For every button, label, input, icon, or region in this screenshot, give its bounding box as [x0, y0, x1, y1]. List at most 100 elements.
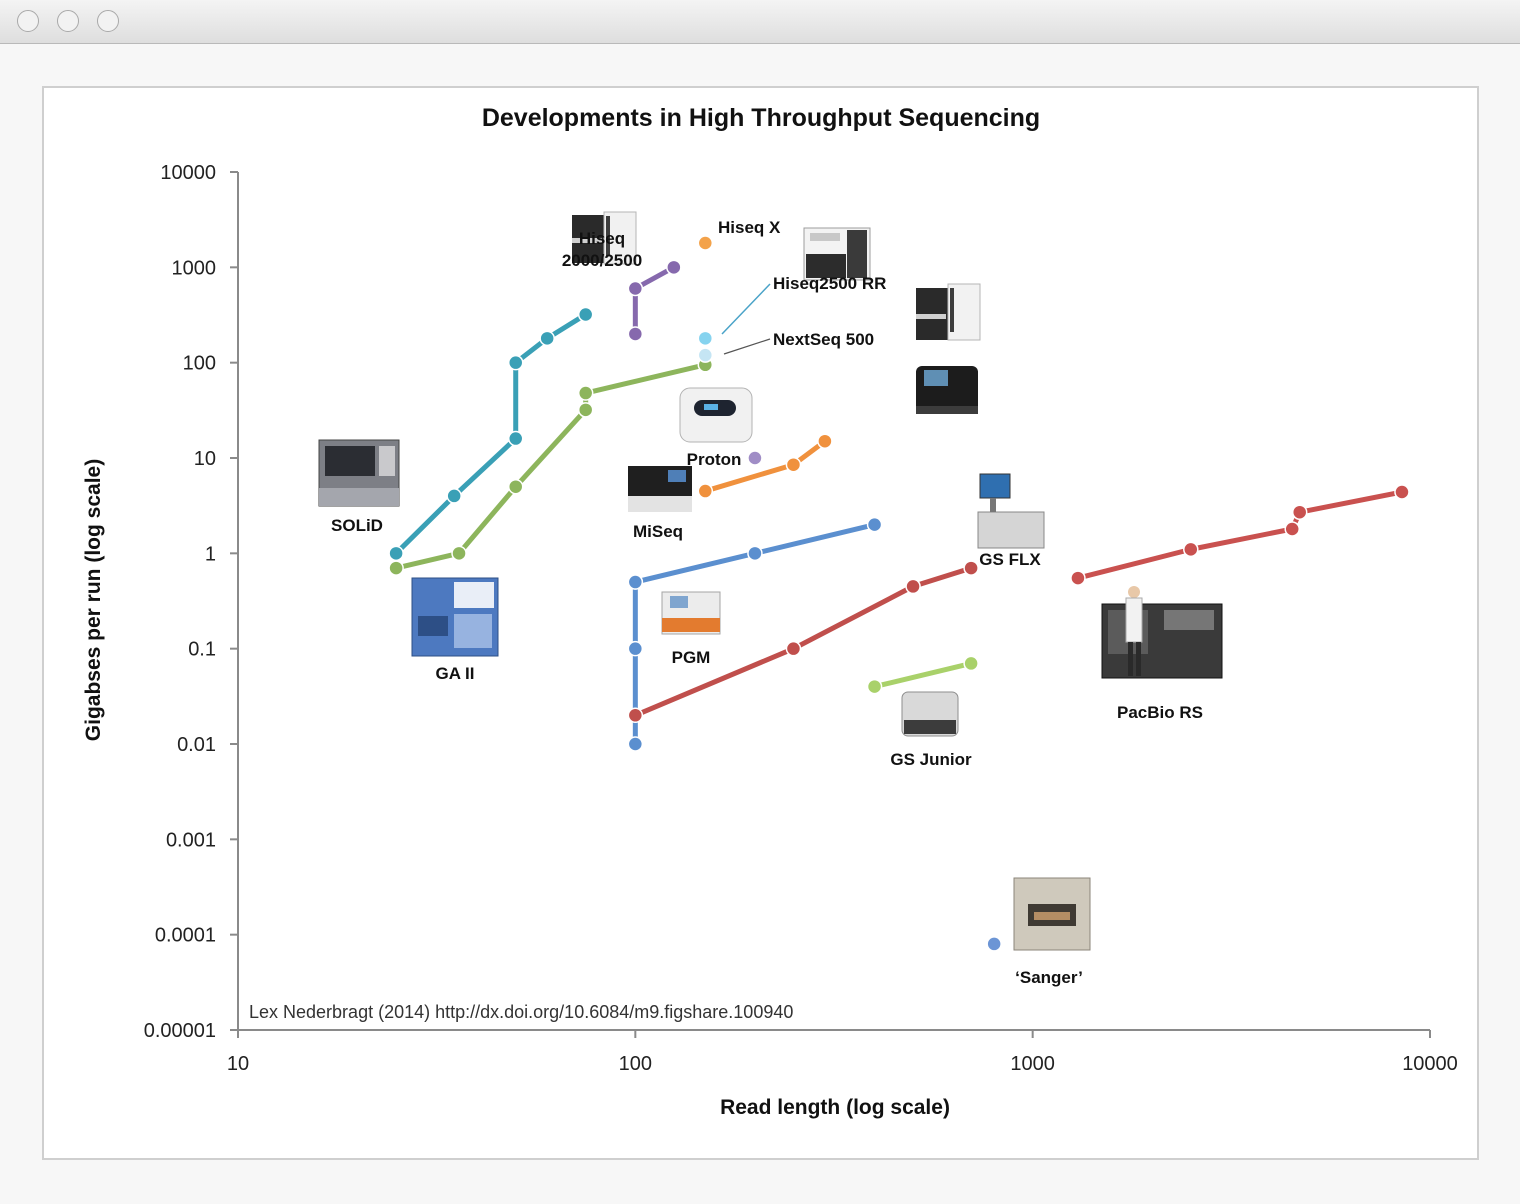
- data-point-ga-ii: [507, 478, 524, 495]
- label-miseq: MiSeq: [633, 522, 683, 541]
- ga2-machine-icon: [411, 577, 499, 657]
- label-hiseq-line1: Hiseq: [579, 229, 625, 248]
- data-point-hiseq2500-rr: [697, 330, 714, 347]
- series-ga-ii: [388, 357, 714, 576]
- series-line-pacbio-rs: [1077, 489, 1403, 581]
- close-window-button[interactable]: [17, 10, 39, 32]
- data-point-ga-ii: [451, 545, 467, 562]
- y-tick-label: 1: [205, 543, 216, 565]
- proton-machine-icon: [679, 387, 753, 443]
- y-tick-label: 100: [183, 353, 216, 375]
- data-point-ga-ii: [388, 560, 404, 576]
- label-hiseqx: Hiseq X: [718, 218, 781, 237]
- label-gsflx: GS FLX: [979, 550, 1041, 569]
- credit-text: Lex Nederbragt (2014) http://dx.doi.org/…: [249, 1002, 793, 1022]
- x-tick-label: 100: [619, 1053, 652, 1075]
- label-proton: Proton: [687, 450, 742, 469]
- y-tick-label: 10000: [160, 162, 216, 184]
- label-sanger: ‘Sanger’: [1015, 968, 1083, 987]
- data-point-solid: [539, 330, 555, 347]
- data-point-nextseq-500: [697, 347, 714, 363]
- x-tick-label: 10000: [1402, 1053, 1458, 1075]
- series-line-hiseq-2000-2500: [632, 265, 676, 334]
- content-area: Developments in High Throughput Sequenci…: [0, 44, 1520, 1204]
- pgm-machine-icon: [661, 591, 721, 635]
- data-point-pacbio-rs: [1394, 484, 1410, 500]
- miseq-machine-icon: [628, 466, 692, 512]
- solid-machine-icon: [318, 439, 400, 507]
- gsflx-machine-icon: [977, 473, 1045, 549]
- y-tick-label: 1000: [172, 257, 217, 279]
- data-point-pgm: [627, 640, 644, 657]
- hiseq-x-machine-icon: [803, 227, 871, 281]
- hiseq-2000-machine-icon: [572, 211, 637, 265]
- series-layer: [388, 235, 1410, 952]
- data-point-gs-junior: [866, 678, 883, 695]
- y-tick-label: 0.001: [166, 829, 216, 851]
- data-point-hiseq-2000-2500: [627, 280, 644, 297]
- data-point-gs-flx: [963, 560, 979, 576]
- data-point-solid: [577, 306, 594, 323]
- x-tick-label: 1000: [1010, 1053, 1055, 1075]
- series-hiseq-x: [697, 235, 714, 251]
- gsjunior-machine-icon: [901, 691, 959, 737]
- data-point-gs-flx: [905, 578, 921, 595]
- series-solid: [388, 306, 594, 562]
- series-pacbio-rs: [1070, 484, 1410, 586]
- data-point-pacbio-rs: [1070, 570, 1086, 586]
- series-gs-junior: [866, 655, 979, 695]
- data-point-ga-ii: [577, 385, 594, 401]
- data-point-pacbio-rs: [1183, 541, 1199, 558]
- data-point-solid: [388, 545, 404, 562]
- hiseqrr-callout-line: [721, 283, 771, 335]
- series-miseq: [697, 433, 833, 499]
- label-hiseqrr: Hiseq2500 RR: [773, 274, 886, 293]
- instrument-icons: [318, 211, 1223, 951]
- series-gs-flx: [627, 560, 979, 724]
- axis-ticks: 0.00001 0.0001 0.001 0.01 0.1 1 10 100 1000 10000…: [144, 162, 1458, 1075]
- minimize-window-button[interactable]: [57, 10, 79, 32]
- series-sanger: [986, 936, 1002, 952]
- label-ga2: GA II: [435, 664, 474, 683]
- y-tick-label: 0.0001: [155, 925, 216, 947]
- data-point-pacbio-rs: [1291, 504, 1308, 520]
- label-gsjunior: GS Junior: [890, 750, 972, 769]
- data-point-ga-ii: [577, 402, 594, 418]
- label-pacbio: PacBio RS: [1117, 703, 1203, 722]
- pacbio-machine-icon: [1101, 586, 1223, 679]
- chart-svg: Developments in High Throughput Sequenci…: [82, 104, 1458, 1119]
- y-tick-label: 10: [194, 448, 216, 470]
- data-point-miseq: [697, 483, 714, 499]
- x-axis-title: Read length (log scale): [720, 1096, 950, 1119]
- data-point-pacbio-rs: [1284, 521, 1300, 537]
- nextseq-callout-line: [723, 338, 771, 355]
- chart-frame: Developments in High Throughput Sequenci…: [42, 86, 1479, 1160]
- series-line-gs-flx: [634, 565, 972, 718]
- data-point-pgm: [627, 736, 644, 752]
- data-point-gs-flx: [627, 707, 644, 724]
- data-point-hiseq-x: [697, 235, 714, 251]
- y-tick-label: 0.01: [177, 734, 216, 756]
- hiseq2500rr-machine-icon: [916, 283, 981, 341]
- y-tick-label: 0.00001: [144, 1020, 216, 1042]
- label-hiseq-line2: 2000/2500: [562, 251, 642, 270]
- data-point-miseq: [785, 456, 802, 473]
- instrument-labels: Hiseq 2000/2500 Hiseq X Hiseq2500 RR Nex…: [331, 218, 1203, 987]
- data-point-pgm: [627, 574, 644, 590]
- label-solid: SOLiD: [331, 516, 383, 535]
- data-point-sanger: [986, 936, 1002, 952]
- label-pgm: PGM: [672, 648, 711, 667]
- data-point-miseq: [817, 433, 833, 449]
- title-bar: [0, 0, 1520, 44]
- series-proton: [747, 450, 763, 466]
- y-axis-title: Gigabses per run (log scale): [82, 459, 105, 741]
- zoom-window-button[interactable]: [97, 10, 119, 32]
- series-hiseq2500-rr: [697, 330, 714, 347]
- data-point-solid: [446, 488, 462, 504]
- series-hiseq-2000-2500: [627, 259, 682, 342]
- data-point-proton: [747, 450, 763, 466]
- nextseq-machine-icon: [916, 366, 978, 414]
- series-line-gs-junior: [873, 661, 972, 690]
- label-nextseq: NextSeq 500: [773, 330, 874, 349]
